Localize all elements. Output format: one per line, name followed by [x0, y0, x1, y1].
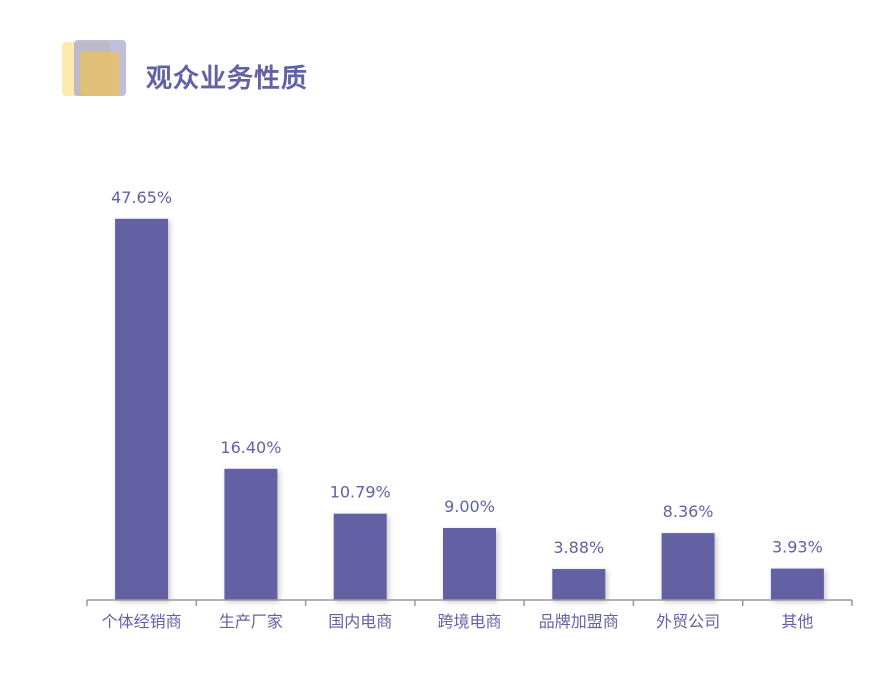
value-label-3: 9.00% [444, 497, 495, 516]
value-label-0: 47.65% [111, 188, 172, 207]
bar-3 [443, 528, 496, 600]
stacked-squares-icon [60, 38, 130, 102]
chart-title: 观众业务性质 [146, 64, 309, 94]
bar-1 [224, 468, 278, 600]
category-label-6: 其他 [781, 612, 813, 631]
category-label-2: 国内电商 [328, 612, 392, 631]
value-label-2: 10.79% [330, 483, 391, 502]
category-label-5: 外贸公司 [656, 612, 720, 631]
category-label-4: 品牌加盟商 [539, 612, 619, 631]
bar-0 [115, 218, 169, 601]
value-label-4: 3.88% [553, 538, 604, 557]
category-label-0: 个体经销商 [102, 612, 182, 631]
bar-5 [661, 533, 715, 600]
value-label-6: 3.93% [772, 538, 823, 557]
bar-4 [552, 569, 606, 600]
value-label-1: 16.40% [220, 438, 281, 457]
chart-header: 观众业务性质 [60, 38, 560, 102]
bar-2 [333, 513, 387, 600]
bar-6 [770, 568, 824, 600]
value-label-5: 8.36% [663, 502, 714, 521]
category-label-1: 生产厂家 [219, 612, 283, 631]
category-label-3: 跨境电商 [437, 612, 501, 631]
